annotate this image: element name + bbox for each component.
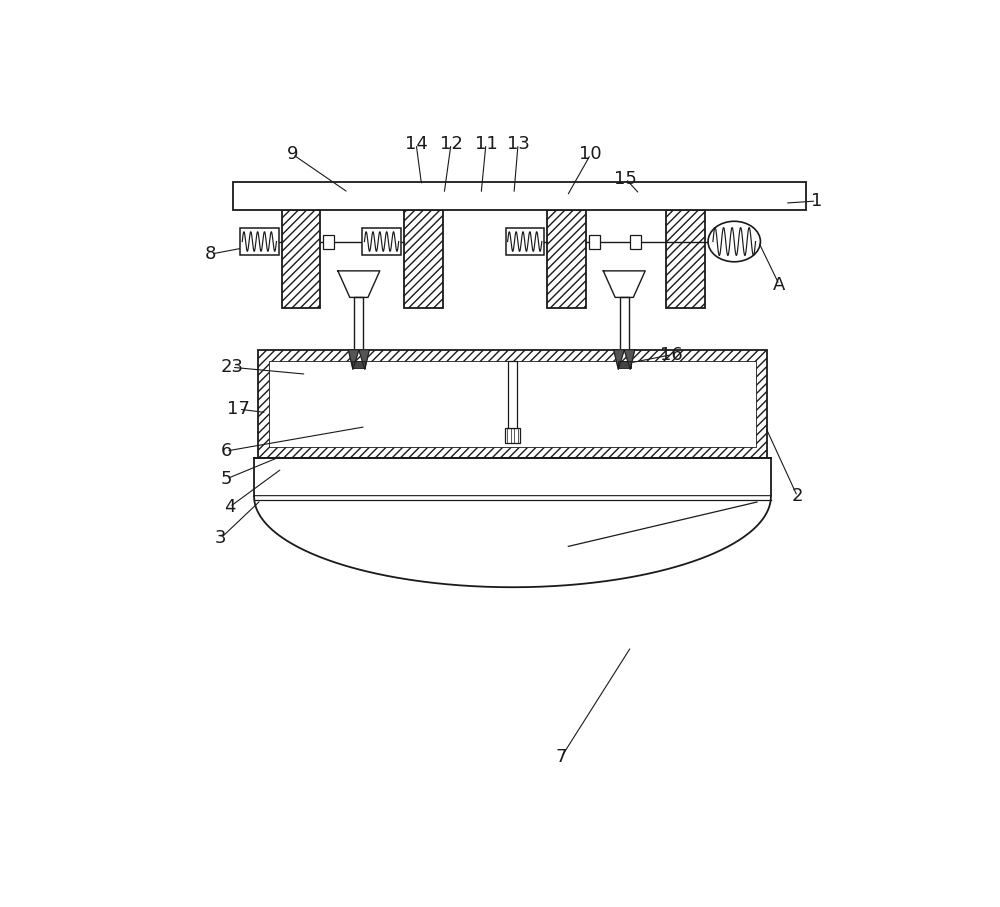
Bar: [367, 235, 378, 249]
Text: 5: 5: [220, 470, 232, 488]
Polygon shape: [348, 350, 359, 369]
Bar: [666, 210, 705, 307]
Text: 9: 9: [287, 145, 298, 163]
Bar: [505, 428, 520, 444]
Text: 8: 8: [205, 245, 216, 263]
Bar: [282, 210, 320, 307]
Bar: [323, 235, 334, 249]
Text: 23: 23: [220, 358, 243, 376]
Text: 16: 16: [660, 346, 683, 364]
Text: 11: 11: [475, 135, 497, 152]
Bar: [233, 182, 806, 210]
Bar: [258, 350, 767, 458]
Text: 10: 10: [579, 145, 602, 163]
Bar: [240, 229, 279, 255]
Polygon shape: [359, 350, 369, 369]
Bar: [404, 210, 443, 307]
Polygon shape: [624, 350, 635, 369]
Polygon shape: [614, 350, 624, 369]
Bar: [508, 361, 517, 428]
Text: 14: 14: [405, 135, 428, 152]
Text: 6: 6: [220, 442, 232, 460]
Text: 4: 4: [224, 498, 235, 516]
Text: 1: 1: [811, 192, 822, 210]
Text: 7: 7: [556, 748, 567, 766]
Text: 17: 17: [227, 400, 250, 418]
Bar: [269, 361, 756, 447]
Polygon shape: [338, 271, 380, 297]
Text: A: A: [773, 276, 785, 294]
Ellipse shape: [708, 221, 760, 262]
Bar: [352, 361, 365, 368]
Text: 13: 13: [507, 135, 530, 152]
Polygon shape: [603, 271, 645, 297]
Bar: [362, 229, 401, 255]
Text: 12: 12: [440, 135, 462, 152]
Bar: [254, 458, 771, 496]
Text: 3: 3: [215, 530, 226, 547]
Text: 2: 2: [792, 487, 803, 505]
Bar: [354, 297, 363, 350]
Bar: [618, 361, 631, 368]
Bar: [620, 297, 629, 350]
Text: 15: 15: [614, 170, 637, 188]
Bar: [506, 229, 544, 255]
Bar: [630, 235, 641, 249]
Bar: [547, 210, 586, 307]
Bar: [589, 235, 600, 249]
